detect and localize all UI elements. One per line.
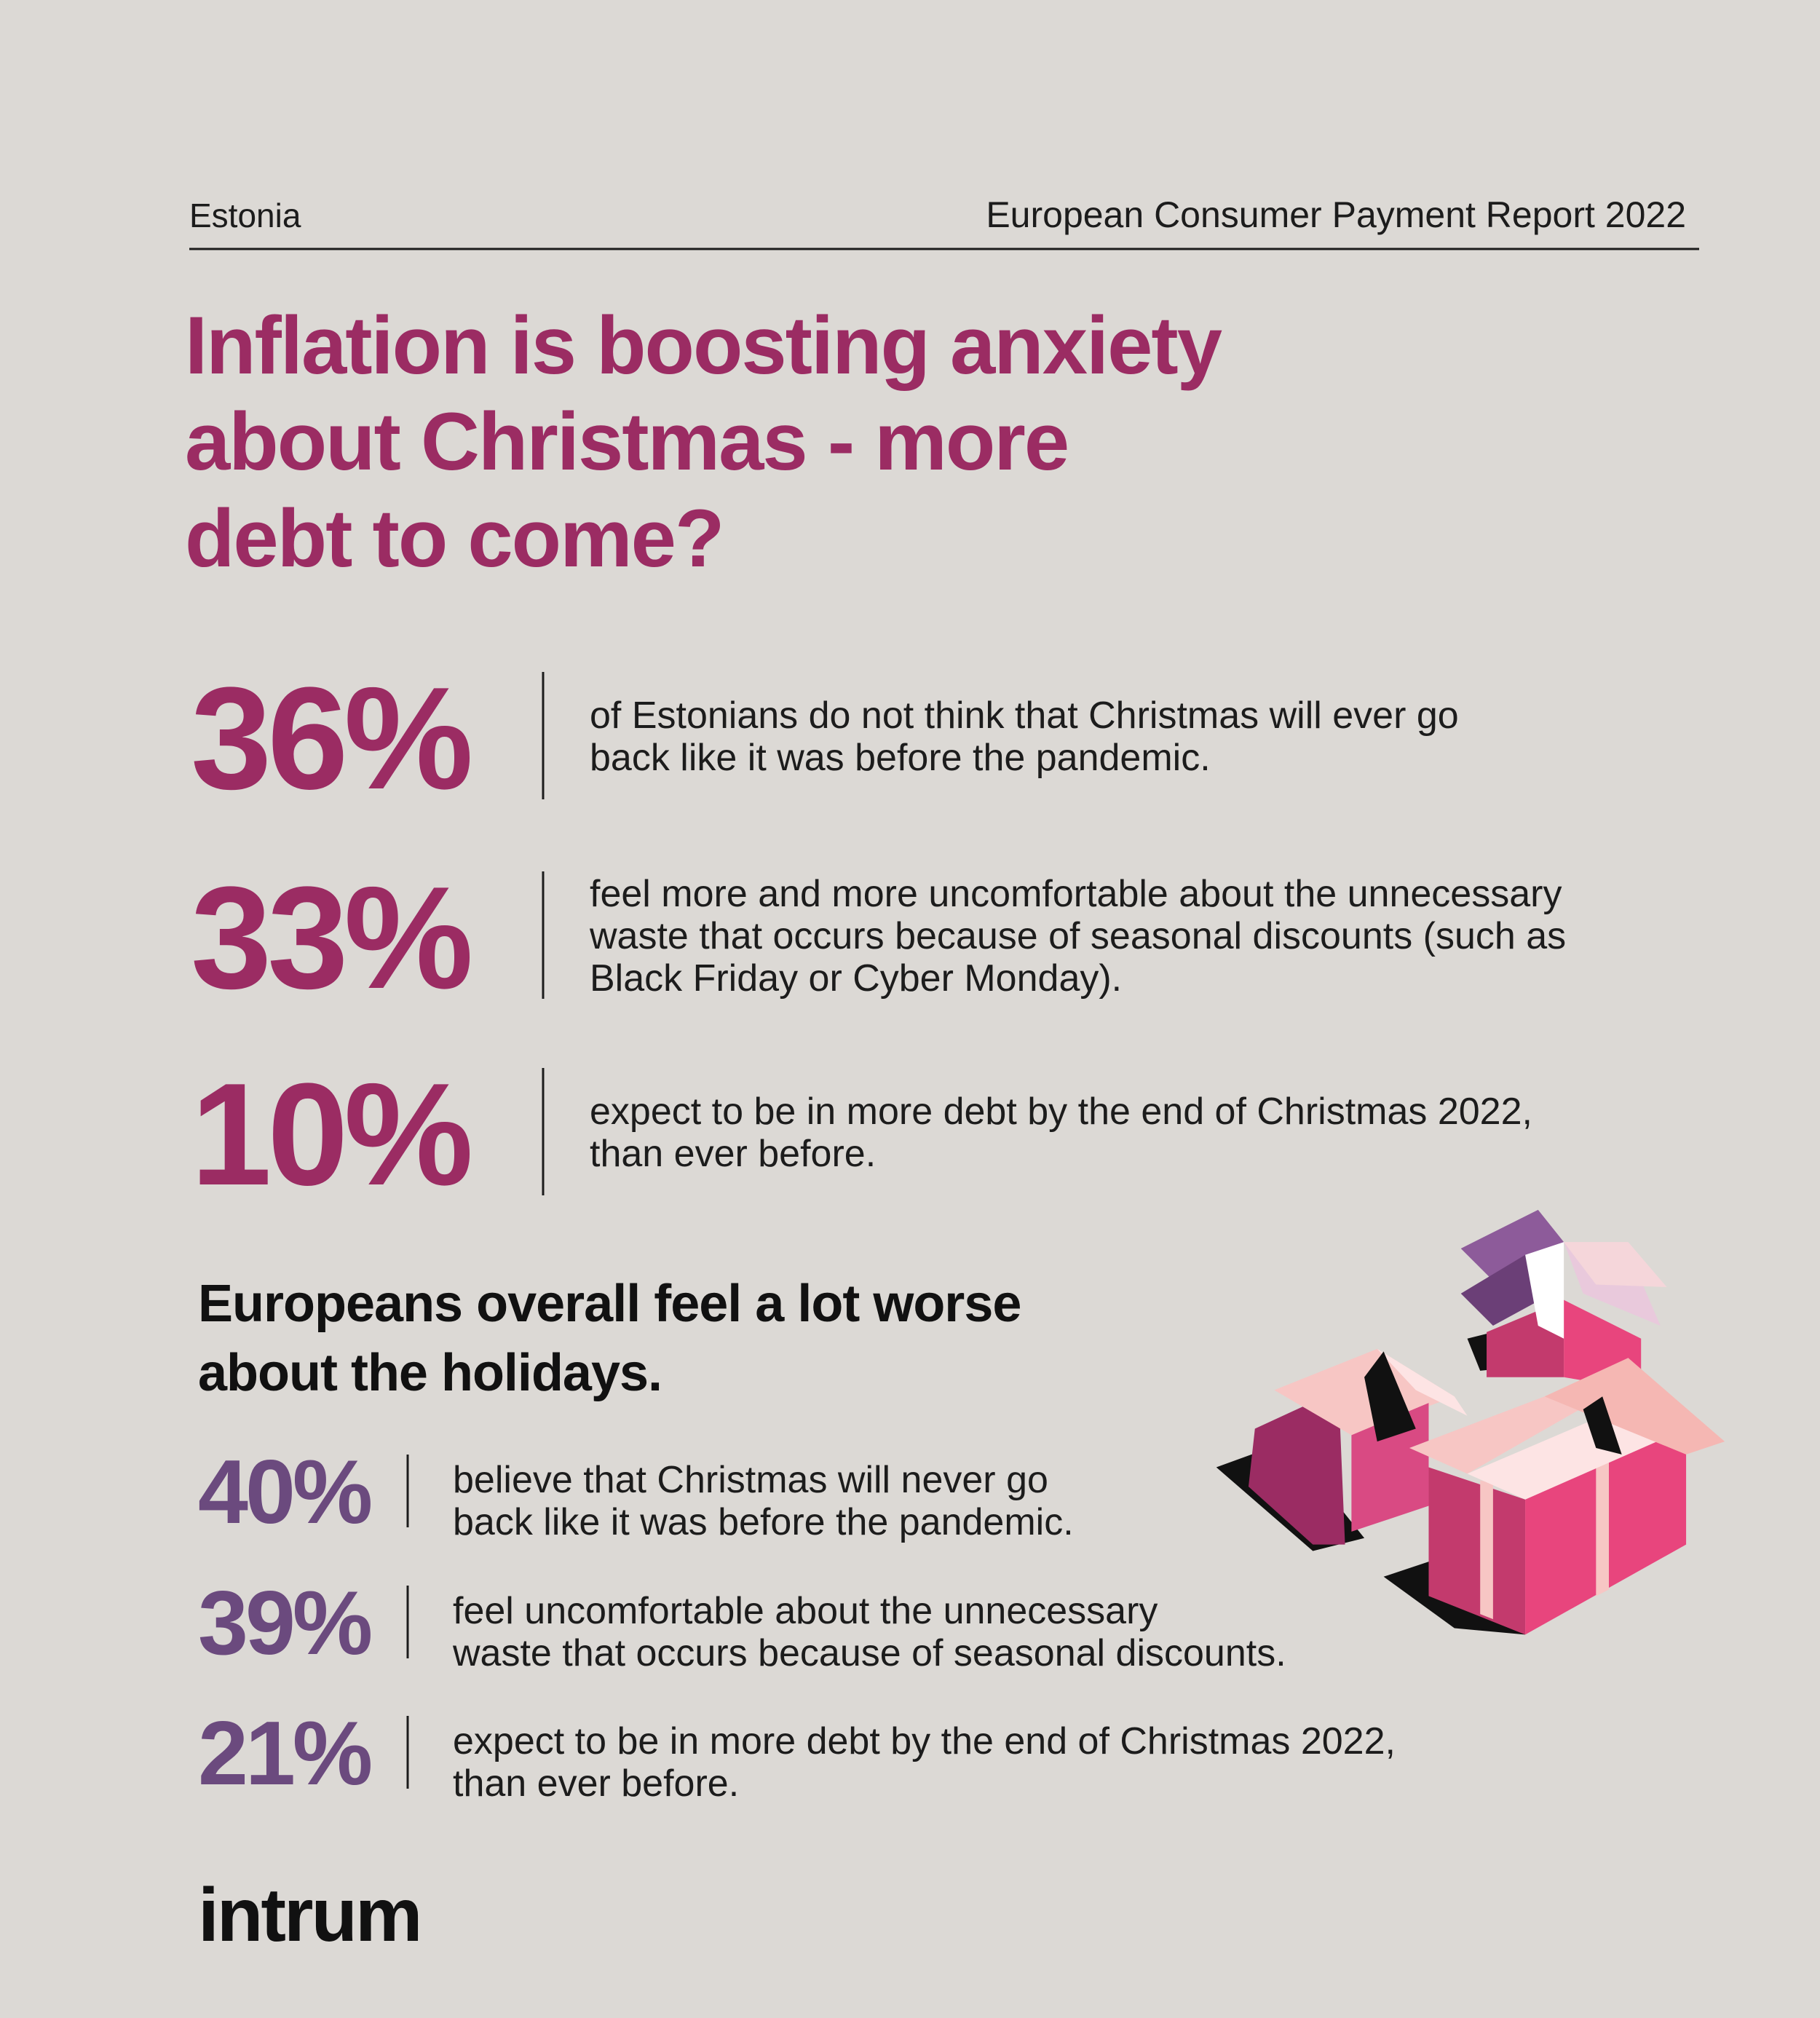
section-title: Europeans overall feel a lot worse about … [198, 1275, 1021, 1402]
stat-text: expect to be in more debt by the end of … [590, 1091, 1532, 1133]
title-line: debt to come? [185, 493, 723, 584]
main-title: Inflation is boosting anxiety about Chris… [185, 300, 1222, 584]
stat-text: Black Friday or Cyber Monday). [590, 957, 1122, 1000]
title-line: Inflation is boosting anxiety [185, 300, 1222, 391]
stat-text: believe that Christmas will never go [453, 1459, 1048, 1501]
logo: intrum [198, 1873, 421, 1958]
stat-text: of Estonians do not think that Christmas… [590, 695, 1459, 737]
stat-text: expect to be in more debt by the end of … [453, 1720, 1396, 1762]
title-line: about Christmas - more [185, 396, 1068, 487]
stat-value: 10% [191, 1053, 470, 1216]
stat-text: back like it was before the pandemic. [453, 1501, 1074, 1543]
stat-text: waste that occurs because of seasonal di… [589, 915, 1566, 957]
stat-value: 21% [198, 1704, 371, 1804]
stat-text: feel more and more uncomfortable about t… [590, 873, 1562, 915]
stat-text: feel uncomfortable about the unnecessary [453, 1590, 1158, 1632]
region: Estonia [189, 197, 301, 234]
stat-value: 39% [198, 1573, 371, 1674]
stat-text: back like it was before the pandemic. [590, 737, 1211, 779]
gift-illustration [1216, 1209, 1725, 1635]
section-title-line: Europeans overall feel a lot worse [198, 1275, 1021, 1333]
stat-text: waste that occurs because of seasonal di… [452, 1632, 1286, 1674]
section-title-line: about the holidays. [198, 1344, 662, 1402]
stat-text: than ever before. [453, 1762, 739, 1805]
stat-value: 33% [191, 857, 470, 1019]
stat-value: 40% [198, 1442, 371, 1543]
stat-value: 36% [191, 657, 470, 820]
stat-text: than ever before. [590, 1133, 876, 1175]
report-name: European Consumer Payment Report 2022 [986, 194, 1686, 235]
